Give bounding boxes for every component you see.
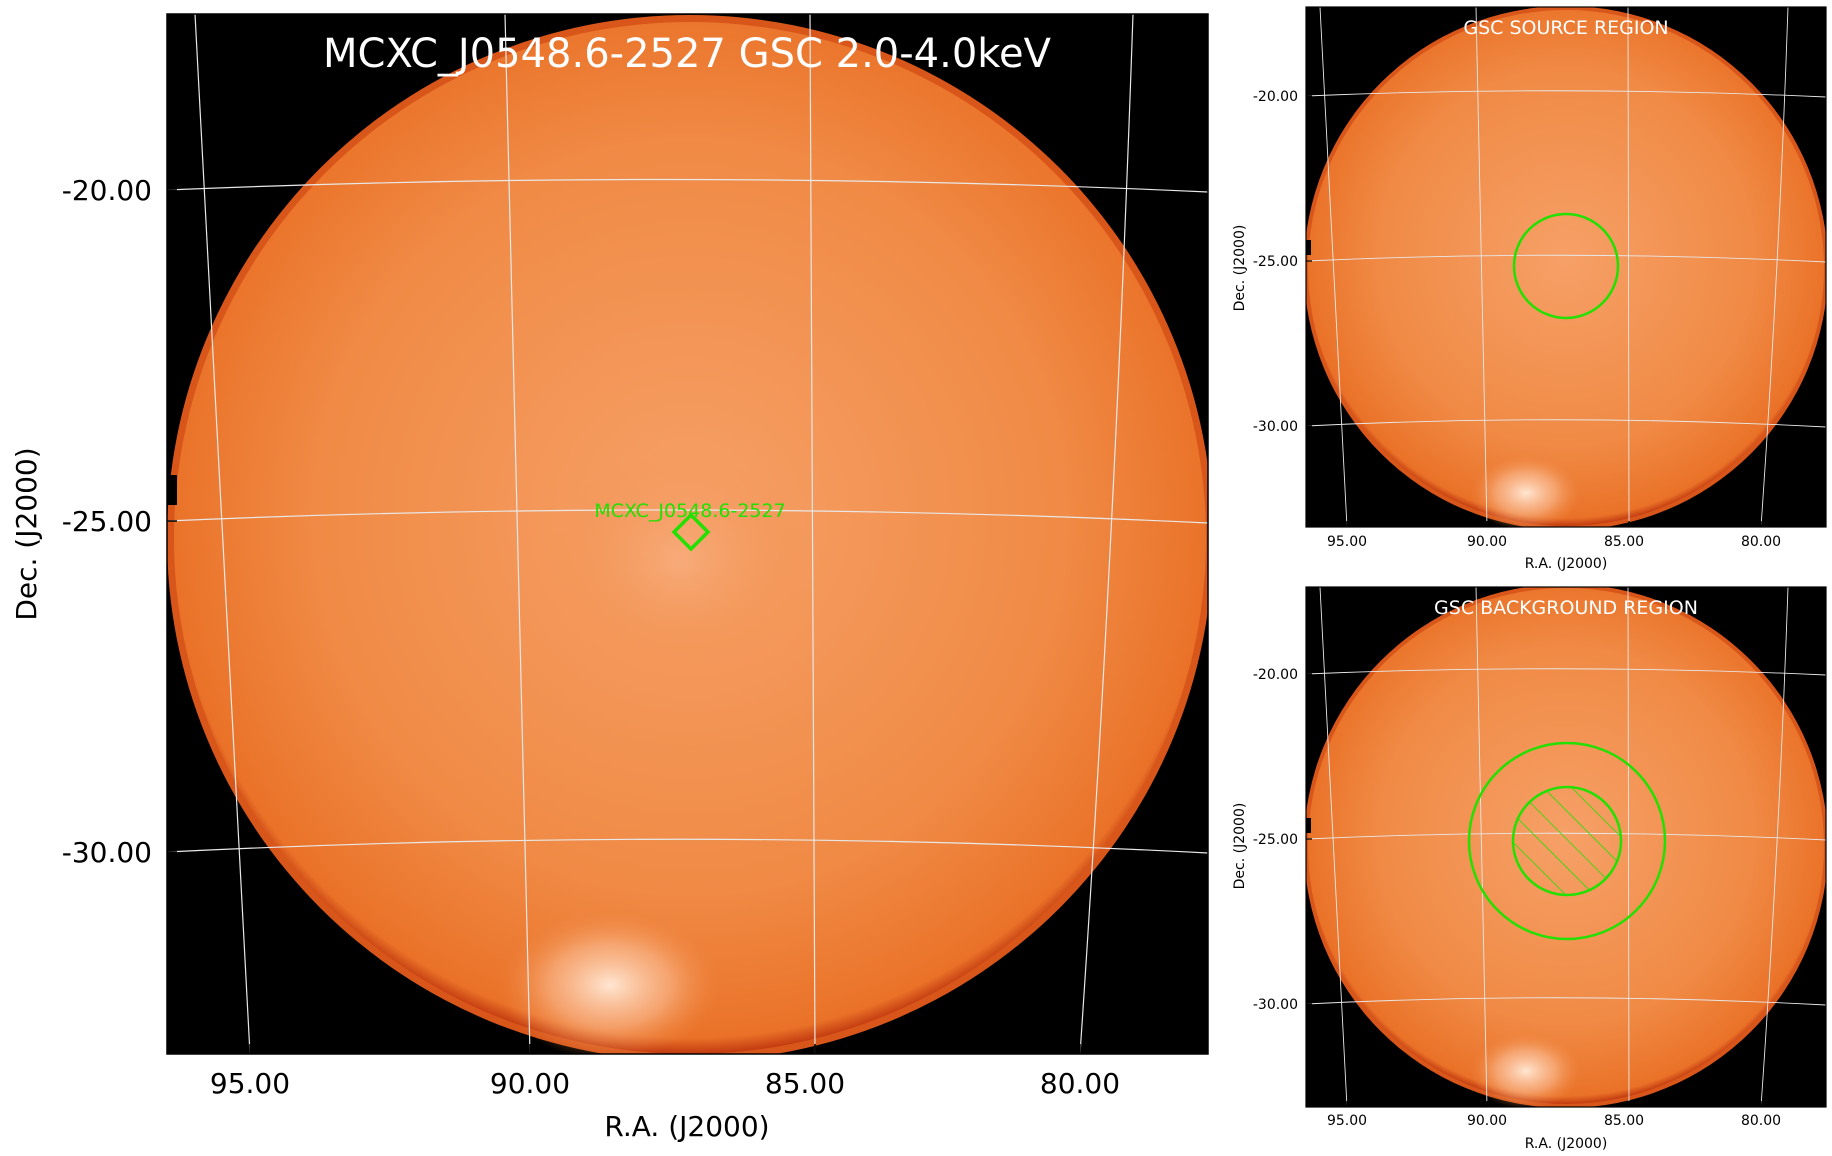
main-edge-notch <box>167 475 177 505</box>
source-ylabel: Dec. (J2000) <box>1232 225 1248 312</box>
main-xtick-label: 90.00 <box>490 1067 570 1100</box>
main-ytick-label: -30.00 <box>62 836 152 869</box>
background-edge-notch <box>1306 818 1311 833</box>
source-xtick-label: 85.00 <box>1604 534 1644 550</box>
source-frame <box>1305 6 1827 528</box>
background-ylabel: Dec. (J2000) <box>1232 803 1248 890</box>
main-cluster-glow <box>550 450 810 670</box>
background-ytick-label: -25.00 <box>1253 832 1298 848</box>
main-frame <box>166 13 1209 1055</box>
background-bright-spot <box>1471 1033 1581 1107</box>
main-xtick-label: 95.00 <box>210 1067 290 1100</box>
main-xtick-label: 80.00 <box>1040 1067 1120 1100</box>
main-grid <box>167 14 1208 1054</box>
main-ytick-label: -20.00 <box>62 174 152 207</box>
background-annulus-outer <box>1467 741 1667 941</box>
background-xlabel: R.A. (J2000) <box>1525 1136 1608 1152</box>
main-bright-spot <box>500 910 720 1054</box>
source-bright-spot <box>1471 455 1581 527</box>
main-figure: MCXC_J0548.6-2527 MCXC_J0548.6-2527 GSC … <box>10 13 1209 1143</box>
main-panel: MCXC_J0548.6-2527 MCXC_J0548.6-2527 GSC … <box>10 13 1209 1143</box>
background-frame <box>1305 586 1827 1108</box>
main-source-label: MCXC_J0548.6-2527 <box>594 500 785 522</box>
source-ytick-label: -25.00 <box>1253 254 1298 270</box>
background-xtick-label: 80.00 <box>1741 1113 1781 1129</box>
source-region-panel: GSC SOURCE REGION -20.00 -25.00 -30.00 9… <box>1220 0 1832 578</box>
source-xtick-label: 80.00 <box>1741 534 1781 550</box>
source-disc <box>1308 10 1824 526</box>
background-ytick-label: -20.00 <box>1253 667 1298 683</box>
source-edge-notch <box>1306 240 1311 255</box>
background-figure: GSC BACKGROUND REGION -20.00 -25.00 -30.… <box>1232 586 1827 1152</box>
main-xlabel: R.A. (J2000) <box>604 1110 769 1143</box>
source-region-circle <box>1512 212 1620 320</box>
background-title: GSC BACKGROUND REGION <box>1434 597 1698 619</box>
background-region-panel: GSC BACKGROUND REGION -20.00 -25.00 -30.… <box>1220 578 1832 1156</box>
background-xtick-label: 90.00 <box>1467 1113 1507 1129</box>
background-tick-marks <box>1306 673 1762 1107</box>
main-title: MCXC_J0548.6-2527 GSC 2.0-4.0keV <box>323 31 1052 77</box>
background-excluded-region <box>1511 785 1623 897</box>
source-title: GSC SOURCE REGION <box>1463 17 1668 39</box>
main-ytick-label: -25.00 <box>62 505 152 538</box>
main-tick-marks <box>167 189 1081 1054</box>
source-xtick-label: 90.00 <box>1467 534 1507 550</box>
background-ytick-label: -30.00 <box>1253 997 1298 1013</box>
source-grid <box>1306 7 1826 527</box>
background-xtick-label: 85.00 <box>1604 1113 1644 1129</box>
source-xtick-label: 95.00 <box>1327 534 1367 550</box>
main-ylabel: Dec. (J2000) <box>10 447 43 620</box>
source-figure: GSC SOURCE REGION -20.00 -25.00 -30.00 9… <box>1232 6 1827 572</box>
background-xtick-label: 95.00 <box>1327 1113 1367 1129</box>
source-tick-marks <box>1306 95 1762 527</box>
source-ytick-label: -20.00 <box>1253 89 1298 105</box>
main-xtick-label: 85.00 <box>765 1067 845 1100</box>
main-source-marker <box>671 512 711 552</box>
source-xlabel: R.A. (J2000) <box>1525 556 1608 572</box>
source-ytick-label: -30.00 <box>1253 419 1298 435</box>
